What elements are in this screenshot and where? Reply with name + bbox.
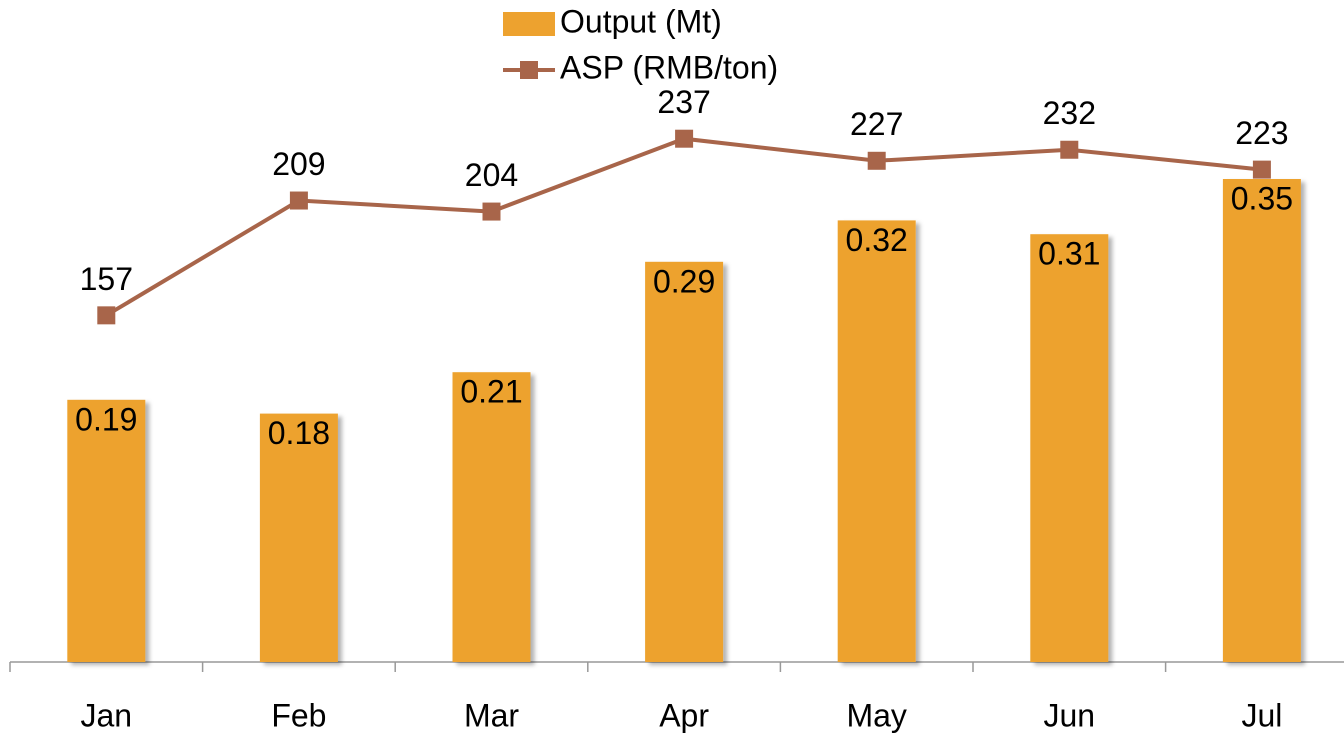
x-tick-label: Jan <box>81 697 133 733</box>
bar <box>67 399 146 662</box>
bar <box>259 413 338 662</box>
line-value-label: 223 <box>1235 115 1288 151</box>
line-value-label: 237 <box>657 84 710 120</box>
legend-swatch <box>520 61 538 79</box>
line-value-label: 232 <box>1043 95 1096 131</box>
line-marker <box>1252 160 1271 179</box>
bar <box>837 220 916 662</box>
line-marker <box>675 129 694 148</box>
x-tick-label: Apr <box>659 697 709 733</box>
bar <box>645 261 724 662</box>
legend-label: ASP (RMB/ton) <box>560 49 778 85</box>
bar <box>1222 179 1301 662</box>
x-tick-label: Jun <box>1044 697 1096 733</box>
x-tick-label: Mar <box>464 697 519 733</box>
bar-value-label: 0.21 <box>460 374 522 410</box>
line-value-label: 204 <box>465 157 518 193</box>
legend-swatch <box>503 12 555 36</box>
x-tick-label: May <box>846 697 906 733</box>
line-value-label: 209 <box>272 146 325 182</box>
bar <box>452 372 531 662</box>
bar-value-label: 0.19 <box>75 401 137 437</box>
bar-value-label: 0.29 <box>653 263 715 299</box>
line-marker <box>289 191 308 210</box>
line-marker <box>1060 140 1079 159</box>
bar <box>1030 234 1109 662</box>
x-tick-label: Jul <box>1241 697 1282 733</box>
line-marker <box>97 306 116 325</box>
legend-label: Output (Mt) <box>560 3 722 39</box>
bar-value-label: 0.31 <box>1038 236 1100 272</box>
bar-value-label: 0.32 <box>846 222 908 258</box>
bar-value-label: 0.18 <box>268 415 330 451</box>
x-tick-label: Feb <box>271 697 326 733</box>
line-marker <box>482 202 501 221</box>
line-value-label: 157 <box>80 261 133 297</box>
line-value-label: 227 <box>850 106 903 142</box>
line-marker <box>867 151 886 170</box>
bar-value-label: 0.35 <box>1231 180 1293 216</box>
